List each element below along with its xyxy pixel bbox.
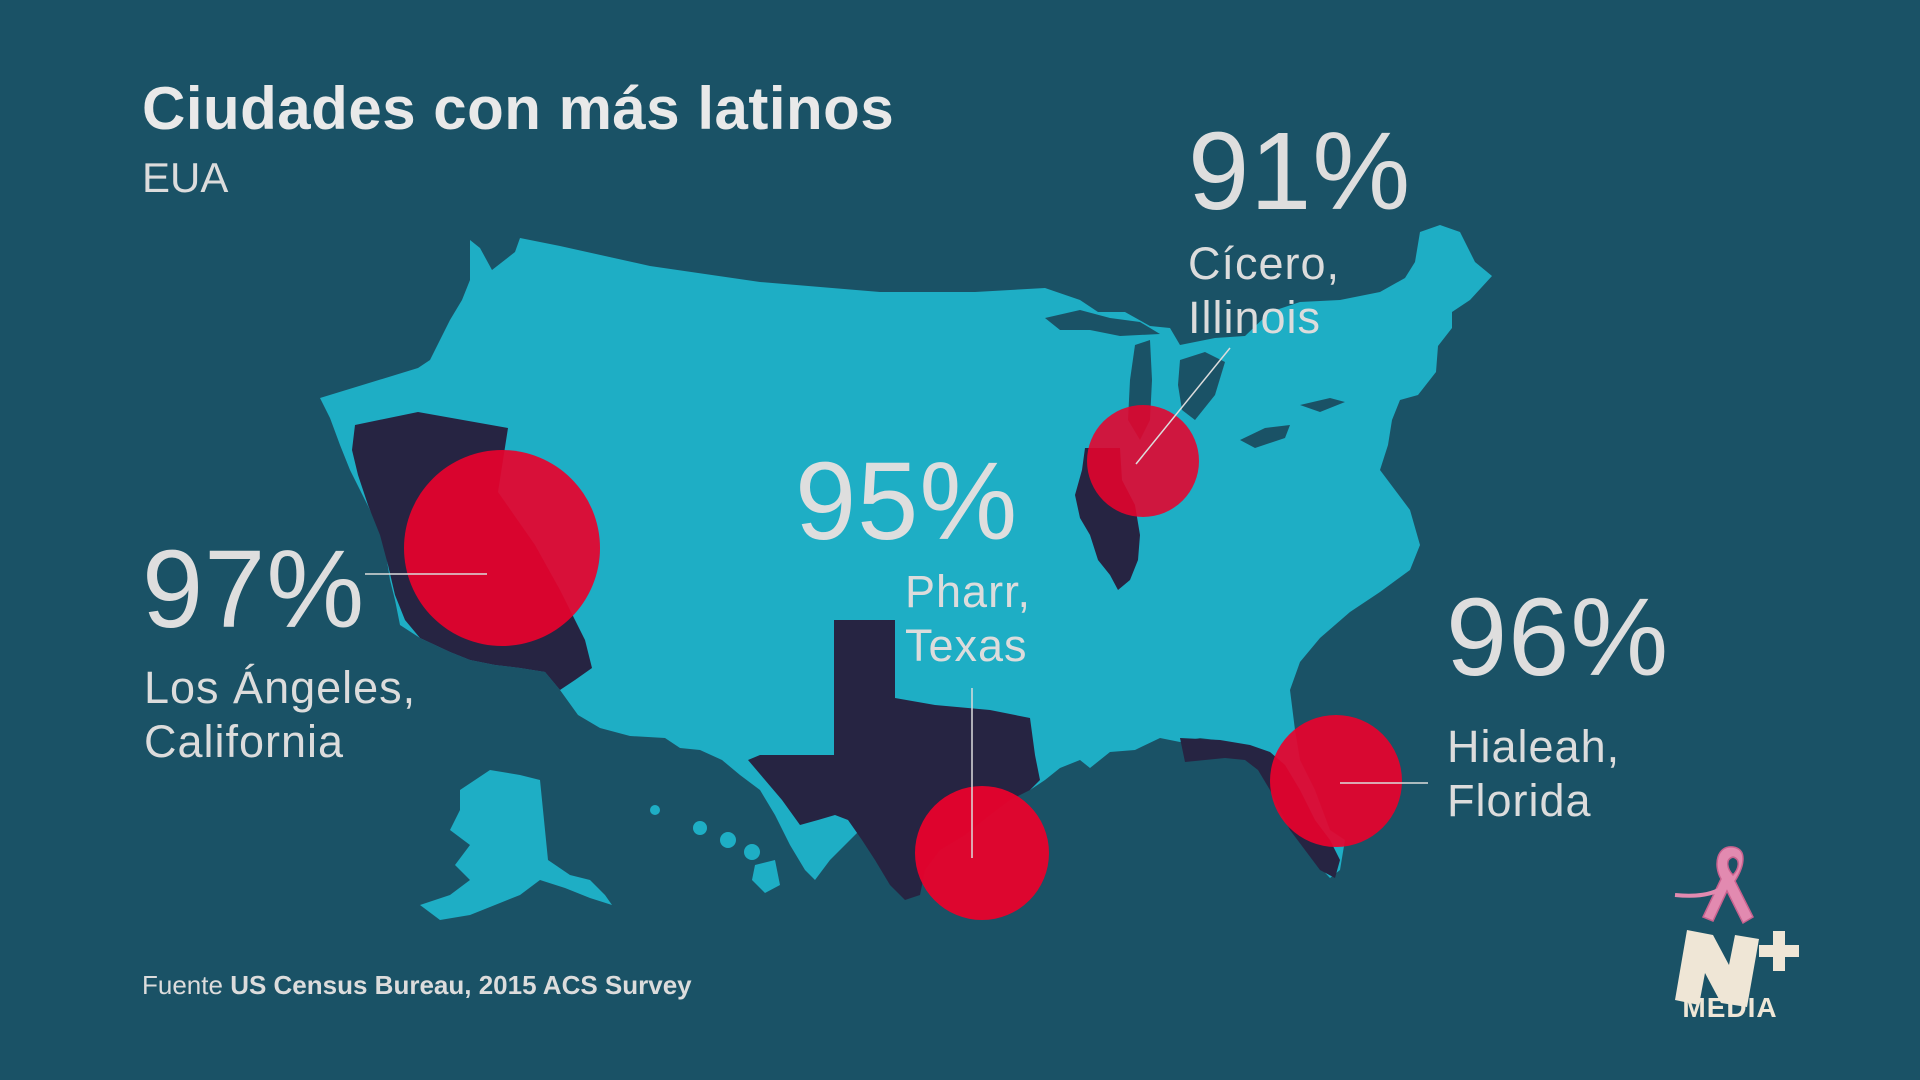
percent-hialeah: 96% bbox=[1446, 576, 1670, 699]
marker-pharr bbox=[915, 786, 1049, 920]
logo-media-text: MEDIA bbox=[1682, 992, 1778, 1023]
percent-pharr: 95% bbox=[795, 440, 1019, 563]
city-los-angeles-line2: California bbox=[144, 716, 345, 767]
source-prefix: Fuente bbox=[142, 970, 223, 1000]
city-los-angeles: Los Ángeles, California bbox=[144, 661, 416, 769]
source-text: US Census Bureau, 2015 ACS Survey bbox=[230, 970, 692, 1000]
pink-ribbon-icon bbox=[1701, 846, 1754, 925]
source-note: Fuente US Census Bureau, 2015 ACS Survey bbox=[142, 970, 692, 1001]
page-title: Ciudades con más latinos bbox=[142, 75, 895, 142]
n-plus-logo bbox=[1674, 846, 1799, 1007]
leader-lines bbox=[365, 347, 1428, 858]
state-florida bbox=[1180, 738, 1340, 878]
city-cicero: Cícero, Illinois bbox=[1188, 237, 1340, 345]
percent-los-angeles: 97% bbox=[142, 528, 366, 651]
city-hialeah: Hialeah, Florida bbox=[1447, 720, 1620, 828]
city-los-angeles-line1: Los Ángeles, bbox=[144, 662, 417, 713]
city-cicero-line2: Illinois bbox=[1188, 292, 1322, 343]
city-hialeah-line2: Florida bbox=[1447, 775, 1592, 826]
city-hialeah-line1: Hialeah, bbox=[1447, 721, 1621, 772]
percent-cicero: 91% bbox=[1188, 110, 1412, 233]
city-pharr-line1: Pharr, bbox=[905, 566, 1032, 617]
marker-cicero bbox=[1087, 405, 1199, 517]
hawaii-shape bbox=[650, 805, 780, 893]
alaska-shape bbox=[420, 770, 612, 920]
marker-hialeah bbox=[1270, 715, 1402, 847]
marker-los-angeles bbox=[404, 450, 600, 646]
leader-cicero bbox=[1135, 347, 1231, 465]
city-pharr: Pharr, Texas bbox=[905, 565, 1031, 673]
city-cicero-line1: Cícero, bbox=[1188, 238, 1341, 289]
page-subtitle: EUA bbox=[142, 154, 229, 201]
city-pharr-line2: Texas bbox=[905, 620, 1028, 671]
